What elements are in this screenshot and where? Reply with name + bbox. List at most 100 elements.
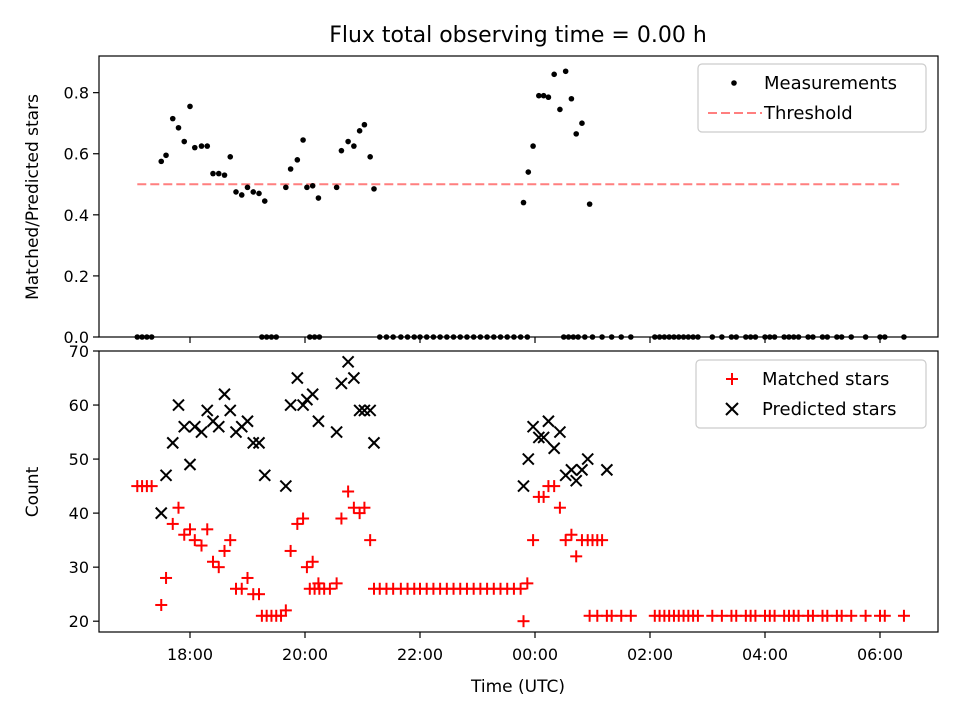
matched-point xyxy=(691,609,704,622)
ratio-panel: Matched/Predicted stars 0.00.20.40.60.8 … xyxy=(23,55,939,347)
legend-label: Predicted stars xyxy=(762,399,896,420)
measurement-point xyxy=(404,334,411,340)
predicted-point xyxy=(330,425,343,439)
predicted-point xyxy=(252,436,266,450)
measurement-point xyxy=(901,334,907,340)
measurement-point xyxy=(304,184,310,191)
matched-points-layer xyxy=(131,480,910,628)
measurement-point xyxy=(437,334,443,340)
predicted-point-b xyxy=(306,388,319,401)
predicted-point-b xyxy=(206,415,220,428)
measurement-point xyxy=(834,334,840,340)
measurement-point xyxy=(608,334,615,340)
measurement-point xyxy=(628,334,634,340)
measurement-point xyxy=(877,334,883,340)
predicted-point-b xyxy=(166,436,179,450)
matched-point xyxy=(201,523,214,536)
measurement-point xyxy=(376,334,383,340)
measurement-points-layer xyxy=(134,68,907,340)
predicted-point-b xyxy=(224,404,237,417)
measurement-point xyxy=(250,189,257,195)
measurement-point xyxy=(838,334,845,340)
measurement-point xyxy=(268,334,275,340)
predicted-point xyxy=(542,415,555,428)
measurement-point xyxy=(450,334,457,340)
measurement-point xyxy=(261,198,268,204)
measurement-point xyxy=(545,94,552,101)
predicted-point xyxy=(224,404,237,417)
legend-measurement-marker xyxy=(731,80,737,86)
predicted-point xyxy=(570,474,583,487)
measurement-point xyxy=(579,120,585,126)
predicted-point xyxy=(166,436,179,450)
measurement-point xyxy=(191,144,198,151)
predicted-point xyxy=(312,415,325,428)
measurement-point xyxy=(762,334,768,340)
measurement-point xyxy=(524,334,531,340)
predicted-point xyxy=(241,415,254,428)
measurement-point xyxy=(719,334,725,340)
measurement-point xyxy=(685,334,692,340)
predicted-point-b xyxy=(565,463,578,477)
measurement-point xyxy=(256,190,262,197)
measurement-point xyxy=(881,334,888,340)
predicted-point-b xyxy=(517,479,530,493)
matched-point xyxy=(297,512,310,525)
matched-point xyxy=(195,539,208,552)
matched-point xyxy=(207,555,219,568)
legend-label: Threshold xyxy=(763,103,853,124)
predicted-point-b xyxy=(547,442,561,455)
measurement-point xyxy=(568,95,575,102)
measurement-point xyxy=(444,334,450,340)
measurement-point xyxy=(316,334,323,340)
bottom-ytick-label: 60 xyxy=(69,396,89,415)
measurement-point xyxy=(263,334,270,340)
measurement-point xyxy=(530,143,536,149)
measurement-point xyxy=(540,92,547,99)
measurement-point xyxy=(181,138,188,145)
predicted-point xyxy=(537,431,550,444)
predicted-point-b xyxy=(347,371,361,385)
measurement-point xyxy=(709,334,716,340)
measurement-point xyxy=(565,334,572,340)
predicted-point-b xyxy=(330,425,343,439)
measurement-point xyxy=(238,192,245,198)
matched-point xyxy=(323,582,336,595)
matched-point xyxy=(565,528,578,541)
predicted-point-b xyxy=(581,452,594,466)
measurement-point xyxy=(417,334,423,340)
predicted-point-b xyxy=(252,436,266,450)
matched-point xyxy=(514,582,527,595)
measurement-point xyxy=(661,334,668,340)
measurement-point xyxy=(766,334,773,340)
predicted-point xyxy=(218,388,231,401)
top-ytick-label: 0.0 xyxy=(64,328,89,347)
matched-point xyxy=(624,609,637,622)
predicted-point-b xyxy=(212,420,225,433)
predicted-point xyxy=(201,404,214,417)
matched-point xyxy=(160,571,173,584)
matched-point xyxy=(184,523,196,536)
predicted-point-b xyxy=(335,377,348,390)
predicted-point-b xyxy=(353,404,366,417)
predicted-point xyxy=(553,425,567,439)
measurement-point xyxy=(244,184,251,191)
matched-point xyxy=(224,534,237,547)
legend-matched-marker xyxy=(726,373,738,385)
predicted-point-b xyxy=(247,436,260,450)
predicted-point xyxy=(291,371,304,385)
measurement-point xyxy=(525,169,532,175)
legend-predicted-b xyxy=(725,402,739,416)
measurement-point xyxy=(557,106,563,113)
matched-point xyxy=(517,615,530,628)
predicted-point-b xyxy=(575,463,589,477)
matched-point xyxy=(878,609,891,622)
matched-point xyxy=(241,571,254,584)
predicted-point xyxy=(600,463,614,477)
predicted-point-b xyxy=(570,474,583,487)
measurement-point xyxy=(287,166,294,172)
measurement-point xyxy=(819,334,826,340)
predicted-point-b xyxy=(526,420,540,433)
measurement-point xyxy=(477,334,484,340)
